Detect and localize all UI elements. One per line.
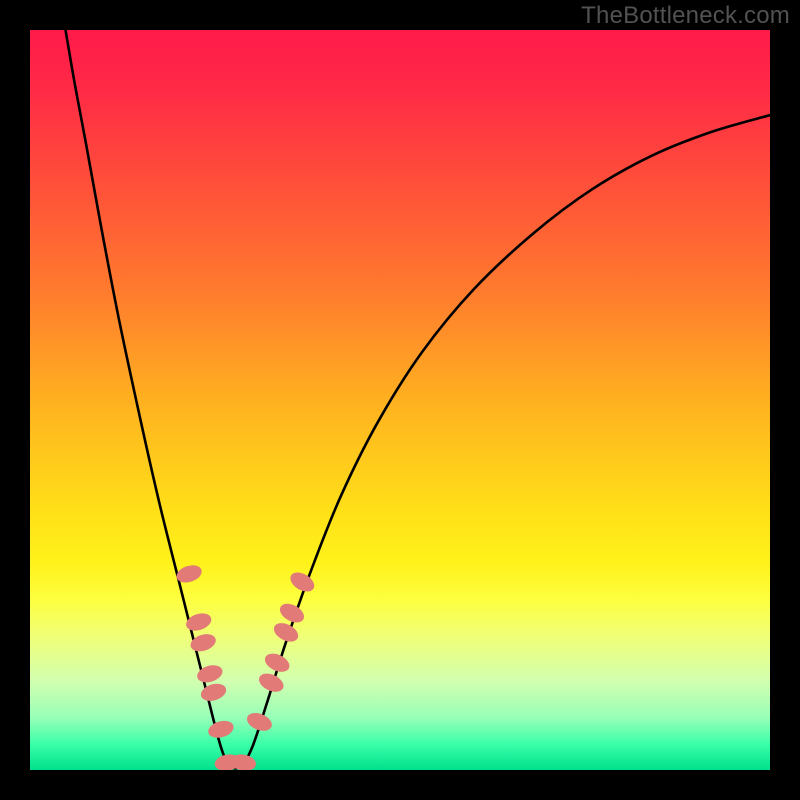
plot-svg bbox=[30, 30, 770, 770]
watermark-text: TheBottleneck.com bbox=[581, 2, 790, 30]
gradient-background bbox=[30, 30, 770, 770]
chart-root: TheBottleneck.com bbox=[0, 0, 800, 800]
plot-area bbox=[30, 30, 770, 770]
